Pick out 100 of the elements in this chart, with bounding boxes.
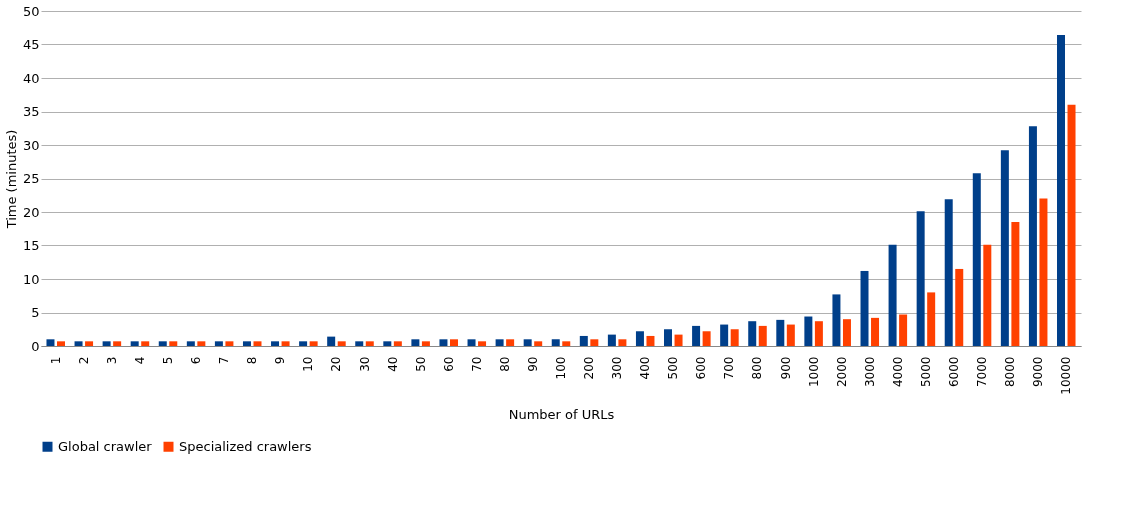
x-tick-label: 9000 [1031, 356, 1046, 388]
bar [860, 270, 869, 346]
bar [776, 319, 785, 346]
x-tick-label: 4000 [890, 356, 905, 388]
bar [590, 339, 599, 346]
bar [1057, 35, 1065, 346]
bar [449, 339, 458, 346]
x-tick-label: 2000 [834, 356, 849, 388]
x-tick-label: 7000 [975, 356, 990, 388]
x-tick-label: 6 [189, 356, 204, 365]
bar [748, 321, 757, 346]
bar [299, 341, 308, 346]
x-tick-label: 2 [76, 356, 91, 365]
bar [242, 341, 251, 346]
bar [46, 339, 55, 346]
x-tick-label: 500 [666, 356, 681, 380]
bar [635, 331, 644, 346]
x-tick-label: 5 [161, 356, 176, 365]
x-tick-label: 5000 [918, 356, 933, 388]
bar [57, 341, 65, 346]
bar [832, 294, 841, 346]
bar [842, 319, 851, 346]
bar [804, 316, 813, 346]
bar [523, 339, 532, 346]
bar [720, 324, 729, 346]
bar [702, 331, 711, 346]
bar [253, 341, 262, 346]
bar [506, 339, 515, 346]
x-tick-label: 700 [722, 356, 737, 380]
y-axis-title: Time (minutes) [3, 129, 19, 230]
x-tick-label: 1 [48, 356, 63, 365]
bar [281, 341, 290, 346]
x-tick-label: 1000 [806, 356, 821, 388]
y-tick-label: 45 [22, 37, 40, 52]
bar [927, 292, 936, 346]
bar [478, 341, 487, 346]
x-tick-label: 70 [469, 356, 484, 372]
x-tick-label: 10 [301, 356, 316, 372]
bar [730, 329, 739, 346]
bar [130, 341, 139, 346]
bar [113, 341, 122, 346]
x-tick-label: 900 [778, 356, 793, 380]
bar [169, 341, 178, 346]
legend-label: Specialized crawlers [179, 438, 312, 454]
bar [972, 173, 981, 346]
bar [758, 325, 767, 346]
bar [365, 341, 374, 346]
x-tick-label: 800 [750, 356, 765, 380]
x-tick-label: 30 [357, 356, 372, 372]
x-tick-label: 40 [385, 356, 400, 372]
bar [1000, 150, 1009, 346]
bar [618, 339, 627, 346]
bar [421, 341, 430, 346]
y-tick-label: 0 [31, 338, 40, 354]
bar [674, 334, 683, 346]
bar [534, 341, 543, 346]
bar [944, 199, 953, 346]
bar [186, 341, 195, 346]
bar [983, 244, 992, 346]
bar [955, 268, 964, 346]
x-tick-label: 50 [413, 356, 428, 372]
x-tick-label: 4 [132, 356, 147, 365]
x-tick-label: 200 [582, 356, 597, 380]
x-tick-label: 9 [273, 356, 288, 365]
bar [551, 339, 560, 346]
bar [888, 244, 897, 346]
y-tick-label: 5 [31, 305, 40, 320]
bar [899, 314, 908, 346]
x-tick-label: 6000 [946, 356, 961, 388]
x-tick-label: 90 [525, 356, 540, 372]
y-tick-label: 20 [22, 204, 40, 220]
bar [495, 339, 504, 346]
bar [1011, 222, 1020, 346]
bar [411, 339, 420, 346]
bar [1067, 104, 1076, 346]
bar [607, 334, 616, 346]
bar [271, 341, 280, 346]
bar [337, 341, 346, 346]
bar [141, 341, 150, 346]
bar [383, 341, 392, 346]
x-tick-label: 300 [610, 356, 625, 380]
y-tick-label: 30 [22, 137, 40, 153]
bar [1039, 198, 1048, 346]
bar [85, 341, 94, 346]
bar [1028, 126, 1037, 346]
x-tick-label: 600 [694, 356, 709, 380]
bar [355, 341, 364, 346]
x-tick-label: 10000 [1059, 356, 1074, 395]
y-tick-label: 10 [22, 271, 40, 287]
bar [916, 211, 925, 346]
bar [814, 321, 823, 346]
bar [225, 341, 234, 346]
bar [197, 341, 206, 346]
bar [562, 341, 571, 346]
x-tick-label: 400 [638, 356, 653, 380]
legend-label: Global crawler [58, 438, 153, 454]
x-tick-label: 7 [217, 356, 232, 365]
x-tick-label: 3 [104, 356, 119, 365]
bar [467, 339, 476, 346]
bar [871, 317, 880, 346]
